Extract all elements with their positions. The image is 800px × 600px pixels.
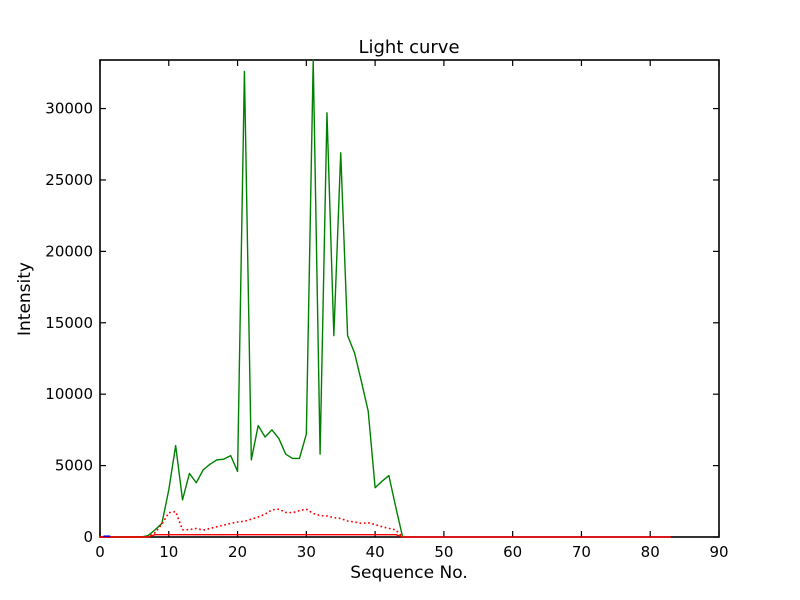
y-tick-label: 20000 <box>45 242 93 260</box>
series-red-solid-baseline-line <box>100 534 671 538</box>
x-tick-label: 70 <box>572 543 591 561</box>
x-tick-label: 10 <box>159 543 178 561</box>
chart-title: Light curve <box>358 37 459 58</box>
x-tick-label: 0 <box>95 543 105 561</box>
y-tick-label: 25000 <box>45 171 93 189</box>
x-tick-label: 50 <box>434 543 453 561</box>
x-tick-label: 20 <box>228 543 247 561</box>
x-axis-label: Sequence No. <box>350 563 467 583</box>
y-tick-label: 0 <box>83 528 93 546</box>
y-axis-label: Intensity <box>15 262 35 336</box>
x-tick-label: 60 <box>503 543 522 561</box>
x-tick-label: 40 <box>366 543 385 561</box>
y-tick-label: 15000 <box>45 314 93 332</box>
y-tick-label: 30000 <box>45 100 93 118</box>
y-tick-label: 10000 <box>45 385 93 403</box>
x-tick-label: 30 <box>297 543 316 561</box>
series-green-intensity-line <box>100 59 404 538</box>
y-tick-label: 5000 <box>55 457 93 475</box>
series-layer <box>99 59 671 538</box>
x-tick-label: 90 <box>709 543 728 561</box>
x-tick-label: 80 <box>641 543 660 561</box>
